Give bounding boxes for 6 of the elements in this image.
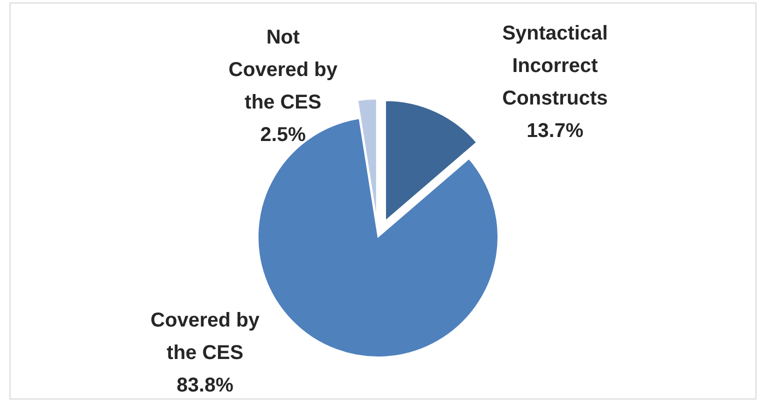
data-label: 2.5% — [260, 124, 306, 146]
slice-label: Not Covered by the CES — [228, 26, 338, 114]
data-label: 13.7% — [526, 120, 584, 142]
slice-label: Covered by the CES — [150, 310, 260, 364]
data-label: 83.8% — [176, 374, 234, 396]
slice-label: Syntactical Incorrect Constructs — [502, 22, 608, 110]
